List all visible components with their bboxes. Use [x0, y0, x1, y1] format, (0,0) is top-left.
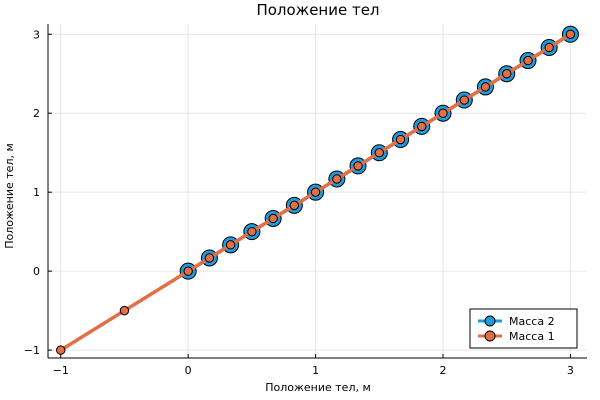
y-tick-label: 2: [33, 107, 40, 120]
data-point-series-2: [523, 55, 533, 66]
axes: −1 0 1 2 3 −1 0 1 2 3: [24, 24, 587, 377]
y-tick-label: 0: [33, 265, 40, 278]
series-layer: [56, 25, 579, 355]
legend-box: [469, 308, 578, 349]
legend: Масса 2 Масса 1: [469, 308, 578, 349]
chart-title: Положение тел: [256, 1, 379, 19]
y-tick-label: 3: [33, 28, 40, 41]
y-axis-label: Положение тел, м: [3, 143, 16, 249]
data-point-series-2: [438, 108, 448, 118]
data-point-series-2: [565, 29, 576, 39]
x-tick-label: 1: [312, 364, 319, 377]
x-tick-label: 0: [185, 364, 192, 377]
data-point-series-2: [353, 161, 363, 171]
data-point-series-2: [395, 134, 406, 145]
data-point-series-2: [459, 95, 469, 105]
data-point-series-2: [247, 226, 257, 237]
y-tick-label: 1: [33, 186, 40, 199]
y-tick-label: −1: [24, 344, 40, 357]
data-point-series-2: [332, 174, 342, 184]
x-axis-label: Положение тел, м: [265, 381, 371, 394]
data-point-series-2: [417, 121, 427, 132]
data-point-series-2: [225, 240, 236, 250]
data-point-series-2: [310, 187, 321, 197]
data-point-series-2: [480, 82, 491, 92]
legend-label-1: Масса 2: [509, 315, 555, 328]
data-point-series-2: [268, 213, 278, 224]
legend-marker-1: [484, 315, 496, 327]
data-point-series-2: [56, 345, 66, 355]
x-tick-label: −1: [53, 364, 69, 377]
data-point-series-2: [544, 42, 554, 53]
legend-label-2: Масса 1: [509, 330, 555, 343]
legend-marker-2: [484, 330, 496, 342]
data-point-series-2: [374, 148, 385, 158]
data-point-series-2: [289, 200, 300, 211]
plot-area: −1 0 1 2 3 −1 0 1 2 3: [24, 24, 587, 377]
x-tick-label: 2: [440, 364, 447, 377]
data-point-series-2: [119, 305, 130, 316]
x-tick-label: 3: [567, 364, 574, 377]
data-point-series-2: [204, 253, 215, 263]
data-point-series-2: [183, 266, 193, 276]
data-point-series-2: [502, 69, 512, 79]
